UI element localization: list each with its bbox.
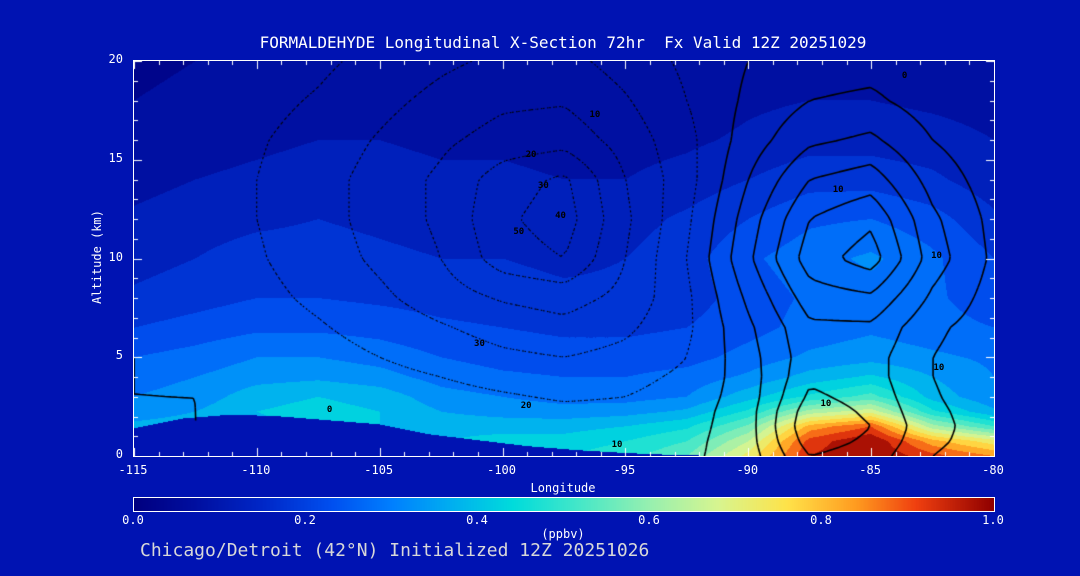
contour-label: 0 <box>326 404 333 415</box>
contour-label: 0 <box>901 70 908 81</box>
footer-text: Chicago/Detroit (42°N) Initialized 12Z 2… <box>140 540 650 561</box>
contour-label: 20 <box>520 400 532 411</box>
y-tick-label: 15 <box>108 150 123 165</box>
colorbar-tick-label: 0.6 <box>638 513 660 527</box>
x-tick-label: -105 <box>364 463 394 477</box>
x-tick-label: -85 <box>859 463 881 477</box>
y-axis-label: Altitude (km) <box>90 210 104 304</box>
x-tick-label: -80 <box>982 463 1004 477</box>
contour-label: 30 <box>474 339 485 350</box>
x-tick-label: -100 <box>487 463 517 477</box>
contour-label: 30 <box>537 181 549 192</box>
colorbar-canvas <box>134 498 994 511</box>
y-tick-label: 0 <box>115 447 123 461</box>
contour-label: 40 <box>555 211 566 222</box>
colorbar-tick-label: 1.0 <box>982 513 1004 527</box>
colorbar-tick-label: 0.0 <box>122 513 144 527</box>
plot-area <box>133 60 995 457</box>
contour-label: 20 <box>525 149 537 160</box>
colorbar-tick-label: 0.4 <box>466 513 488 527</box>
x-tick-label: -110 <box>241 463 271 477</box>
colorbar-tick-label: 0.2 <box>294 513 316 527</box>
contour-label: 10 <box>611 440 623 451</box>
colorbar <box>133 497 995 512</box>
y-tick-label: 20 <box>108 52 123 66</box>
colorbar-label: (ppbv) <box>541 527 585 541</box>
contour-label: 50 <box>513 226 525 237</box>
x-tick-label: -90 <box>736 463 759 477</box>
contour-label: 10 <box>820 398 832 409</box>
contour-label: 10 <box>832 185 844 196</box>
contour-label: 10 <box>589 110 601 121</box>
contour-label: 10 <box>931 250 942 261</box>
colorbar-tick-label: 0.8 <box>810 513 832 527</box>
chart-title: FORMALDEHYDE Longitudinal X-Section 72hr… <box>259 33 867 52</box>
x-tick-label: -115 <box>118 463 148 477</box>
y-tick-label: 5 <box>115 348 123 363</box>
contour-lines-canvas <box>134 61 994 456</box>
y-tick-label: 10 <box>108 249 123 264</box>
x-tick-label: -95 <box>613 463 636 477</box>
x-axis-label: Longitude <box>530 481 596 495</box>
contour-label: 10 <box>933 363 945 374</box>
